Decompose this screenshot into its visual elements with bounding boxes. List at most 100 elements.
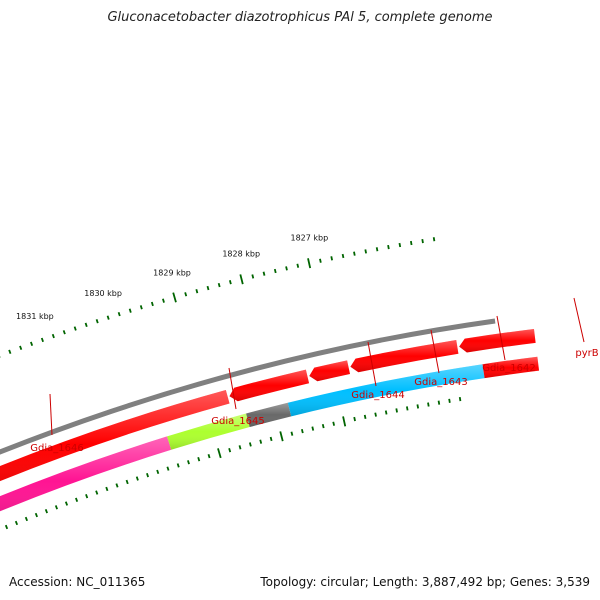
accession-text: Accession: NC_011365 (9, 575, 146, 589)
minor-tick (341, 253, 345, 259)
minor-tick (162, 298, 165, 303)
minor-tick (73, 326, 77, 331)
inner-minor-tick (105, 486, 109, 492)
gene-leader-line (430, 329, 440, 374)
inner-minor-tick (395, 408, 398, 413)
inner-major-tick (342, 416, 347, 427)
minor-tick (150, 301, 154, 307)
minor-tick (398, 242, 402, 248)
gene-feature-shade (482, 356, 540, 379)
minor-tick (319, 258, 322, 263)
gene-leader-line (228, 367, 237, 410)
gene-label: pyrB (575, 348, 598, 359)
inner-minor-tick (146, 473, 150, 478)
minor-tick (117, 311, 121, 317)
cds-arrow-shade (459, 328, 536, 353)
gene-leader-line (49, 393, 53, 436)
gene-leader-line (496, 315, 506, 361)
inner-minor-tick (135, 476, 139, 481)
minor-tick (387, 244, 390, 250)
gene-labels: Gdia_1646 Gdia_1645 Gdia_1644 Gdia_1643 Gdia… (30, 297, 599, 454)
inner-minor-tick (332, 421, 336, 426)
inner-minor-tick (75, 497, 79, 503)
gene-feature-shade (0, 436, 172, 512)
minor-tick (40, 337, 44, 343)
minor-tick (139, 305, 143, 310)
minor-tick (128, 308, 132, 313)
minor-tick (217, 282, 221, 288)
inner-minor-tick (14, 520, 19, 526)
gene-label: Gdia_1642 (482, 363, 535, 374)
kbp-label: 1831 kbp (16, 312, 54, 321)
inner-minor-tick (197, 456, 201, 462)
genome-summary: Topology: circular; Length: 3,887,492 bp… (260, 575, 590, 589)
minor-tick (106, 315, 110, 320)
inner-minor-tick (115, 483, 119, 488)
inner-major-tick (279, 431, 284, 442)
minor-tick (375, 247, 379, 252)
inner-minor-tick (321, 423, 325, 429)
inner-minor-tick (384, 410, 388, 415)
inner-minor-tick (4, 524, 9, 530)
minor-tick (251, 274, 255, 279)
inner-minor-tick (269, 436, 273, 442)
minor-tick (296, 263, 300, 268)
gene-label: Gdia_1644 (351, 390, 404, 401)
inner-major-tick (217, 448, 222, 459)
kbp-label: 1829 kbp (153, 268, 191, 277)
kbp-label: 1830 kbp (84, 289, 122, 298)
gene-label: Gdia_1643 (414, 377, 467, 388)
major-tick (172, 292, 177, 303)
map-title: Gluconacetobacter diazotrophicus PAl 5, … (107, 10, 493, 25)
cds-arrow-shade (229, 369, 310, 402)
major-tick (239, 274, 244, 285)
inner-minor-tick (44, 508, 48, 514)
backbone-ring (0, 318, 496, 455)
inner-minor-tick (363, 414, 367, 419)
minor-tick (409, 240, 413, 246)
major-tick (307, 258, 312, 269)
gene-label: Gdia_1646 (30, 443, 83, 454)
gene-feature-shade (167, 413, 250, 450)
inner-minor-tick (353, 416, 356, 422)
gene-label: Gdia_1645 (211, 416, 264, 427)
backbone-arc (0, 318, 496, 455)
inner-minor-tick (248, 442, 252, 447)
inner-minor-tick (238, 445, 242, 450)
minor-tick (364, 249, 367, 254)
inner-minor-tick (85, 493, 89, 499)
minor-tick (262, 271, 266, 276)
minor-tick (330, 256, 334, 261)
inner-minor-tick (207, 453, 211, 459)
inner-minor-tick (156, 469, 160, 475)
minor-tick (206, 285, 210, 291)
inner-minor-tick (176, 463, 180, 468)
cds-arrow-shade (0, 390, 230, 482)
inner-minor-tick (125, 479, 129, 485)
cds-arrow-track (0, 328, 536, 482)
inner-minor-tick (311, 426, 315, 431)
minor-tick (51, 333, 55, 339)
inner-minor-tick (405, 406, 409, 411)
inner-minor-tick (54, 505, 58, 510)
inner-minor-tick (300, 428, 304, 434)
minor-tick (95, 319, 99, 324)
inner-minor-tick (437, 400, 441, 405)
gene-feature-shade (246, 402, 292, 428)
kbp-label: 1827 kbp (290, 234, 328, 243)
gene-track (0, 356, 540, 512)
minor-tick (19, 345, 23, 350)
minor-tick (30, 341, 34, 346)
gene-feature-shade (287, 364, 485, 417)
inner-minor-tick (416, 404, 420, 409)
minor-tick (195, 288, 199, 294)
cds-arrow-shade (350, 339, 459, 373)
inner-minor-tick (228, 448, 232, 453)
cds-arrow-shade (309, 360, 351, 382)
inner-minor-tick (166, 466, 170, 471)
minor-tick (62, 330, 66, 335)
inner-minor-tick (187, 460, 190, 465)
inner-minor-tick (34, 512, 38, 518)
inner-minor-tick (24, 516, 28, 522)
